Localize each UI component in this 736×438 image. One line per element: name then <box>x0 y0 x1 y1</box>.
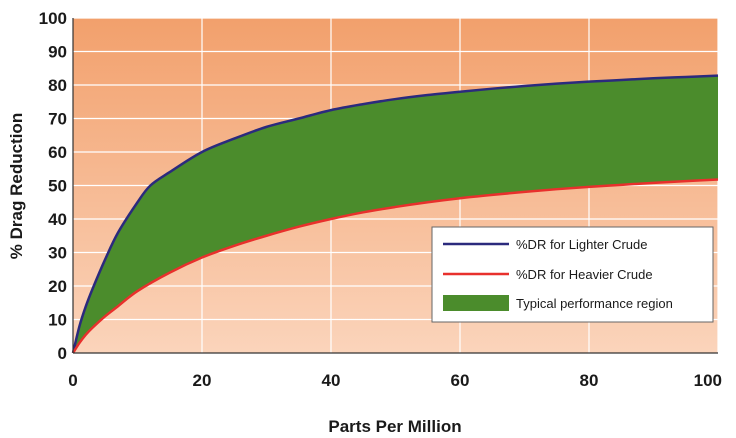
typical-performance-region <box>73 75 718 354</box>
y-tick-label: 0 <box>58 344 67 363</box>
legend-swatch-performance-region <box>443 295 509 311</box>
y-axis-title: % Drag Reduction <box>7 113 26 259</box>
tick-labels: 0 10 20 30 40 50 60 70 80 90 100 0 20 40 60 80 100 <box>39 9 722 390</box>
y-tick-label: 40 <box>48 210 67 229</box>
x-axis-title: Parts Per Million <box>328 417 461 436</box>
lighter-crude-line <box>71 74 719 354</box>
y-tick-label: 80 <box>48 76 67 95</box>
legend: %DR for Lighter Crude %DR for Heavier Cr… <box>431 226 714 323</box>
y-tick-label: 50 <box>48 177 67 196</box>
x-tick-label: 20 <box>193 371 212 390</box>
x-tick-label: 100 <box>694 371 722 390</box>
x-tick-label: 80 <box>580 371 599 390</box>
x-tick-label: 0 <box>68 371 77 390</box>
x-tick-label: 40 <box>322 371 341 390</box>
y-tick-label: 100 <box>39 9 67 28</box>
y-tick-label: 90 <box>48 43 67 62</box>
legend-label-lighter-crude: %DR for Lighter Crude <box>516 237 648 252</box>
x-tick-label: 60 <box>451 371 470 390</box>
legend-label-heavier-crude: %DR for Heavier Crude <box>516 267 653 282</box>
y-tick-label: 70 <box>48 110 67 129</box>
y-tick-label: 60 <box>48 143 67 162</box>
heavier-crude-line <box>71 178 719 354</box>
legend-label-performance-region: Typical performance region <box>516 296 673 311</box>
y-tick-label: 10 <box>48 311 67 330</box>
axes <box>72 18 718 354</box>
y-tick-label: 30 <box>48 244 67 263</box>
y-tick-label: 20 <box>48 277 67 296</box>
